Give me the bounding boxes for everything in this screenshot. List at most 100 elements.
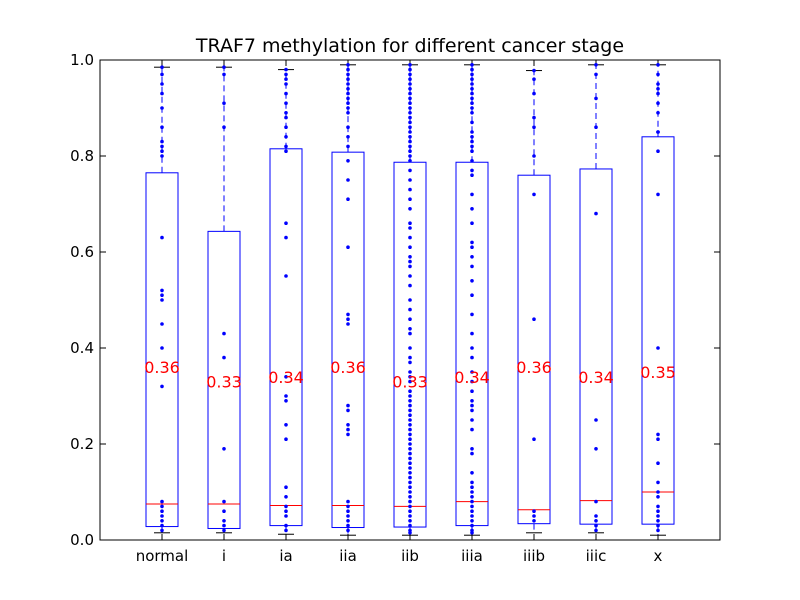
data-point — [594, 519, 598, 523]
x-tick-label: x — [654, 547, 663, 565]
data-point — [656, 111, 660, 115]
data-point — [408, 245, 412, 249]
data-point — [408, 389, 412, 394]
data-point — [470, 490, 474, 494]
data-point — [408, 254, 412, 259]
data-point — [656, 91, 660, 96]
data-point — [532, 68, 536, 73]
data-point — [470, 370, 474, 374]
x-tick-label: iia — [339, 547, 357, 565]
data-point — [284, 423, 288, 427]
data-point — [346, 135, 350, 139]
data-point — [656, 149, 660, 153]
data-point — [408, 130, 412, 134]
data-point — [160, 65, 164, 69]
data-point — [408, 139, 412, 144]
data-point — [222, 65, 226, 69]
data-point — [160, 72, 164, 77]
data-point — [346, 322, 350, 326]
data-point — [532, 192, 536, 197]
data-point — [408, 456, 412, 461]
data-point — [408, 509, 412, 513]
data-point — [408, 154, 412, 158]
data-point — [532, 519, 536, 523]
data-point — [284, 149, 288, 153]
data-point — [346, 63, 350, 67]
data-point — [346, 87, 350, 91]
data-point — [656, 523, 660, 528]
data-point — [656, 82, 660, 86]
mean-label: 0.36 — [330, 358, 366, 377]
data-point — [408, 360, 412, 365]
data-point — [222, 509, 226, 513]
data-point — [470, 279, 474, 283]
data-point — [470, 192, 474, 197]
data-point — [470, 240, 474, 245]
data-point — [408, 495, 412, 499]
data-point — [408, 514, 412, 518]
data-point — [222, 331, 226, 336]
data-point — [470, 159, 474, 163]
mean-label: 0.34 — [578, 368, 614, 387]
data-point — [160, 298, 164, 302]
data-point — [284, 115, 288, 120]
data-point — [346, 245, 350, 249]
data-point — [408, 413, 412, 418]
data-point — [408, 485, 412, 490]
data-point — [470, 346, 474, 350]
data-point — [408, 427, 412, 432]
data-point — [470, 87, 474, 91]
data-point — [408, 317, 412, 322]
data-point — [594, 211, 598, 216]
data-point — [532, 77, 536, 81]
data-point — [284, 399, 288, 403]
data-point — [594, 96, 598, 101]
data-point — [408, 447, 412, 451]
data-point — [408, 96, 412, 101]
data-point — [284, 101, 288, 105]
data-point — [594, 528, 598, 533]
data-point — [408, 264, 412, 269]
data-point — [470, 77, 474, 81]
data-point — [346, 178, 350, 182]
data-point — [408, 471, 412, 475]
data-point — [532, 509, 536, 513]
data-point — [160, 528, 164, 533]
data-point — [532, 91, 536, 96]
mean-label: 0.34 — [454, 368, 490, 387]
data-point — [346, 499, 350, 504]
data-point — [470, 130, 474, 134]
data-point — [470, 111, 474, 115]
data-point — [470, 331, 474, 336]
data-point — [470, 523, 474, 528]
data-point — [346, 432, 350, 437]
data-point — [470, 72, 474, 77]
data-point — [160, 91, 164, 96]
data-point — [532, 154, 536, 158]
data-point — [408, 519, 412, 523]
data-point — [346, 523, 350, 528]
data-point — [160, 504, 164, 509]
data-point — [656, 509, 660, 513]
mean-label: 0.36 — [144, 358, 180, 377]
data-point — [408, 67, 412, 72]
data-point — [532, 437, 536, 442]
box — [207, 230, 241, 529]
data-point — [160, 523, 164, 528]
data-point — [408, 159, 412, 163]
data-point — [656, 519, 660, 523]
data-point — [470, 264, 474, 269]
data-point — [408, 370, 412, 374]
data-point — [346, 519, 350, 523]
data-point — [346, 408, 350, 413]
data-point — [160, 293, 164, 298]
x-tick-label: i — [222, 547, 226, 565]
data-point — [408, 77, 412, 81]
data-point — [408, 72, 412, 77]
data-point — [408, 451, 412, 456]
data-point — [408, 221, 412, 225]
data-point — [470, 355, 474, 360]
data-point — [284, 82, 288, 86]
data-point — [408, 135, 412, 139]
